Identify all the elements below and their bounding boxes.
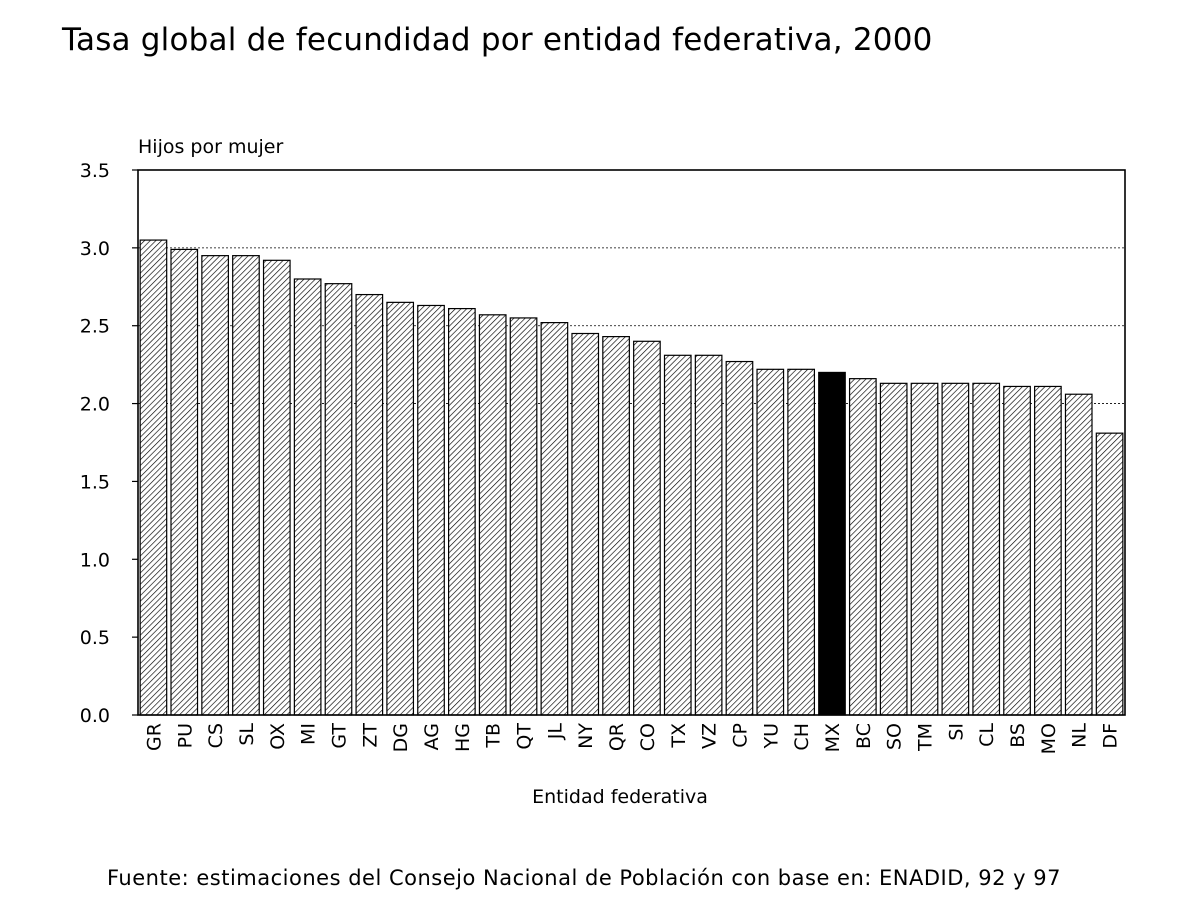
bar-co <box>633 340 661 716</box>
x-tick-label-yu: YU <box>760 723 782 750</box>
bar-mi <box>293 278 322 716</box>
bar-cs <box>201 255 229 716</box>
bar-mx <box>818 371 846 716</box>
bars <box>139 239 1124 716</box>
y-axis-label: Hijos por mujer <box>138 136 284 158</box>
x-tick-label-ch: CH <box>791 723 813 751</box>
bar-hg <box>448 307 476 716</box>
x-tick-label-mo: MO <box>1038 723 1060 754</box>
bar-mo <box>1034 385 1062 716</box>
x-tick-label-cp: CP <box>730 723 752 748</box>
bar-tx <box>663 354 692 716</box>
bar-yu <box>756 368 785 716</box>
y-tick-label-4: 2.0 <box>80 394 110 416</box>
bar-dg <box>386 301 415 716</box>
x-tick-label-bs: BS <box>1007 723 1029 748</box>
x-tick-label-co: CO <box>637 723 659 751</box>
y-tick-label-7: 3.5 <box>80 160 110 182</box>
y-tick-label-1: 0.5 <box>80 627 110 649</box>
y-tick-label-5: 2.5 <box>80 316 110 338</box>
x-tick-label-nl: NL <box>1069 723 1091 748</box>
bar-ox <box>262 259 291 716</box>
bar-df <box>1095 432 1124 716</box>
bar-bc <box>848 378 877 716</box>
x-tick-label-gt: GT <box>329 723 351 749</box>
y-tick-label-0: 0.0 <box>80 705 110 727</box>
x-axis-label: Entidad federativa <box>532 786 708 808</box>
bar-ch <box>787 368 816 716</box>
x-tick-label-df: DF <box>1100 723 1122 749</box>
x-tick-label-qt: QT <box>514 723 536 750</box>
x-tick-label-tm: TM <box>915 723 937 752</box>
bar-ny <box>571 332 600 716</box>
x-axis-ticks: GR PU CS SL OX MI GT ZT DG AG HG TB QT JL NY QR CO TX VZ CP… <box>143 723 1121 755</box>
x-tick-label-si: SI <box>945 723 967 741</box>
x-tick-label-mi: MI <box>298 723 320 745</box>
bar-cl <box>972 382 1001 716</box>
x-tick-label-zt: ZT <box>359 723 381 748</box>
x-tick-label-tb: TB <box>483 723 505 749</box>
x-tick-label-ny: NY <box>575 723 597 749</box>
x-tick-label-vz: VZ <box>699 723 721 749</box>
bar-jl <box>540 322 569 716</box>
y-axis-ticks: 0.0 0.5 1.0 1.5 2.0 2.5 3.0 3.5 <box>80 160 138 727</box>
bar-si <box>941 382 970 716</box>
bar-cp <box>725 360 754 716</box>
y-tick-label-6: 3.0 <box>80 238 110 260</box>
bar-nl <box>1064 393 1093 716</box>
bar-gr <box>139 239 168 716</box>
x-tick-label-so: SO <box>884 723 906 750</box>
bar-zt <box>355 293 384 716</box>
y-tick-label-3: 1.5 <box>80 471 110 493</box>
x-tick-label-bc: BC <box>853 723 875 749</box>
x-tick-label-jl: JL <box>544 723 566 741</box>
x-tick-label-qr: QR <box>606 723 628 751</box>
bar-pu <box>170 248 199 716</box>
x-tick-label-sl: SL <box>236 723 258 746</box>
plot-frame <box>137 169 1126 716</box>
bar-so <box>879 382 908 716</box>
bar-gt <box>324 283 353 716</box>
x-tick-label-ox: OX <box>267 723 289 750</box>
bar-tb <box>478 314 507 716</box>
x-tick-label-tx: TX <box>668 723 690 749</box>
bar-vz <box>694 354 723 716</box>
bar-qr <box>602 336 630 716</box>
x-tick-label-hg: HG <box>452 723 474 752</box>
y-tick-label-2: 1.0 <box>80 549 110 571</box>
bar-sl <box>232 255 260 716</box>
chart-title: Tasa global de fecundidad por entidad fe… <box>62 22 933 58</box>
x-tick-label-gr: GR <box>143 723 165 751</box>
bar-ag <box>417 304 445 716</box>
x-tick-label-dg: DG <box>390 723 412 752</box>
x-tick-label-mx: MX <box>822 723 844 752</box>
bar-qt <box>509 317 538 716</box>
x-tick-label-ag: AG <box>421 723 443 750</box>
source-note: Fuente: estimaciones del Consejo Naciona… <box>107 866 1061 890</box>
x-tick-label-pu: PU <box>174 723 196 748</box>
bar-tm <box>910 382 939 716</box>
x-tick-label-cl: CL <box>976 723 998 747</box>
bar-bs <box>1003 385 1031 716</box>
x-tick-label-cs: CS <box>205 723 227 748</box>
